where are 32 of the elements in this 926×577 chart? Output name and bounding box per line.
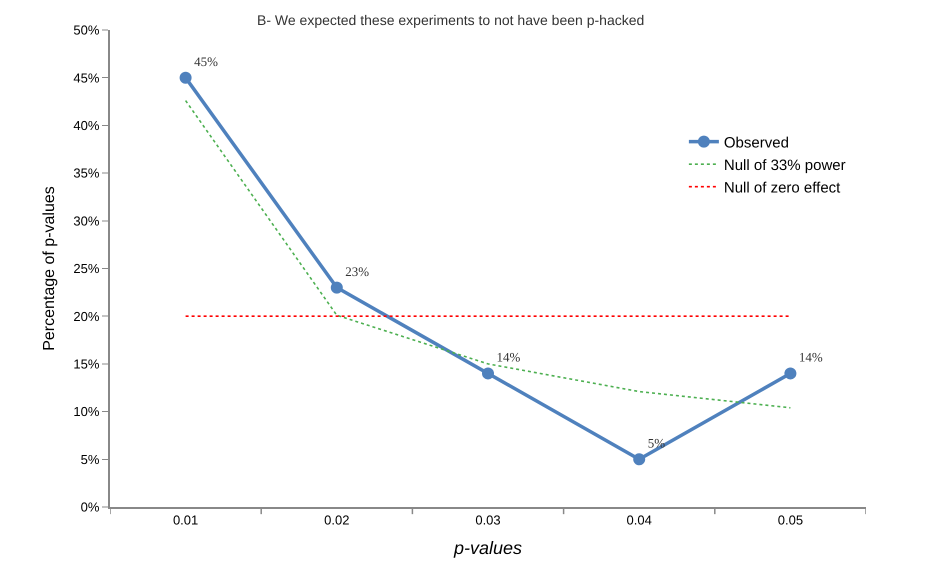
data-label: 5% — [648, 436, 666, 451]
y-axis-title: Percentage of p-values — [40, 186, 58, 351]
y-tick-label: 35% — [73, 166, 100, 181]
data-label: 14% — [496, 350, 520, 365]
point — [330, 282, 343, 294]
x-axis-title: p-values — [452, 538, 522, 558]
point — [180, 72, 192, 84]
y-tick-label: 50% — [73, 22, 100, 38]
x-tick-label: 0.01 — [172, 512, 198, 528]
point — [784, 367, 796, 380]
y-tick-label: 5% — [80, 452, 100, 467]
y-tick-label: 25% — [73, 261, 100, 276]
x-tick-label: 0.03 — [475, 512, 501, 528]
y-tick-label: 45% — [73, 70, 100, 86]
y-tick-label: 15% — [73, 356, 100, 372]
data-label: 45% — [194, 54, 218, 69]
data-label: 23% — [345, 264, 370, 279]
y-tick-label: 0% — [80, 500, 100, 515]
y-tick-label: 40% — [73, 118, 100, 133]
data-label: 14% — [798, 350, 823, 365]
legend-label: Null of zero effect — [724, 180, 842, 196]
legend-label: Null of 33% power — [724, 157, 846, 174]
point — [633, 453, 646, 466]
y-tick-label: 10% — [73, 404, 100, 420]
y-tick-label: 30% — [73, 213, 100, 228]
legend-label: Observed — [724, 134, 789, 152]
point — [482, 367, 494, 380]
x-tick-label: 0.02 — [324, 512, 350, 528]
x-tick-label: 0.04 — [626, 512, 652, 528]
chart-title: B- We expected these experiments to not have been p-hacked — [257, 12, 644, 28]
x-tick-label: 0.05 — [778, 512, 804, 528]
y-tick-label: 20% — [73, 308, 100, 324]
